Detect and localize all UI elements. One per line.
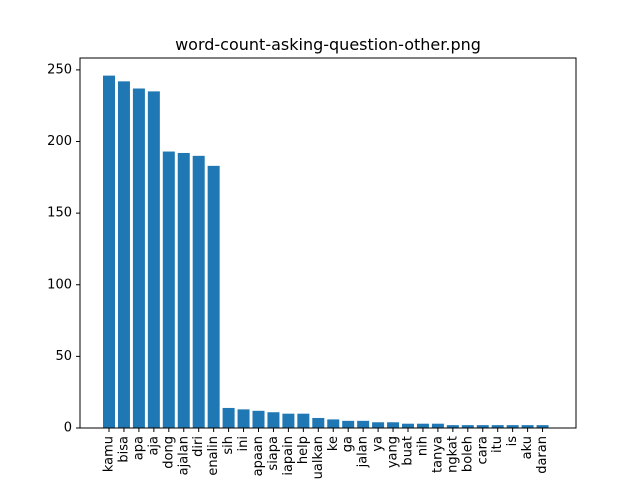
bar-ualkan: [312, 417, 325, 428]
x-tick-label: is: [505, 436, 520, 447]
x-tick-label: enalin: [206, 436, 221, 476]
x-tick-label: itu: [490, 436, 505, 453]
x-tick-label: apaan: [251, 436, 266, 476]
bar-diri: [192, 155, 205, 428]
bar-ajalan: [177, 152, 190, 428]
bar-is: [506, 425, 519, 428]
bar-bisa: [117, 81, 130, 428]
y-tick-label: 100: [47, 277, 72, 292]
bar-help: [297, 413, 310, 428]
bar-boleh: [461, 425, 474, 428]
bars-group: [103, 75, 549, 429]
x-tick-label: jalan: [356, 436, 371, 468]
bar-ga: [342, 420, 355, 428]
bar-dong: [162, 151, 175, 429]
bar-iapain: [282, 413, 295, 428]
y-tick-label: 250: [47, 62, 72, 77]
x-tick-label: aku: [520, 436, 535, 459]
x-tick-label: buat: [401, 436, 416, 466]
x-tick-label: daran: [535, 436, 550, 474]
bar-aja: [147, 91, 160, 428]
bar-tanya: [431, 423, 444, 428]
bar-kamu: [103, 75, 115, 429]
x-tick-label: ngkat: [445, 436, 460, 473]
plot-frame: [79, 57, 577, 429]
x-tick-label: ya: [371, 436, 386, 452]
x-tick-label: yang: [386, 436, 401, 468]
bar-yang: [387, 422, 400, 428]
bar-nih: [416, 423, 429, 428]
bar-ngkat: [446, 425, 459, 428]
bar-cara: [476, 425, 489, 428]
x-tick-label: ini: [236, 436, 251, 451]
x-tick-label: tanya: [430, 436, 445, 473]
bar-siapa: [267, 412, 280, 428]
bar-ini: [237, 409, 250, 428]
bar-enalin: [207, 165, 220, 429]
y-tick-label: 0: [64, 421, 72, 436]
y-tick-label: 50: [55, 349, 72, 364]
x-tick-label: nih: [415, 436, 430, 456]
bar-sih: [222, 407, 235, 428]
bar-apa: [132, 88, 145, 428]
x-axis: kamu bisa apa aja dong ajalan diri enalin sih ini…: [102, 428, 550, 479]
bar-daran: [536, 425, 549, 428]
x-tick-label: iapain: [281, 436, 296, 476]
bar-itu: [491, 425, 504, 428]
x-tick-label: ga: [341, 436, 356, 452]
chart-title: word-count-asking-question-other.png: [175, 35, 481, 54]
x-tick-label: ke: [326, 436, 341, 451]
x-tick-label: bisa: [116, 436, 131, 463]
x-tick-label: kamu: [102, 436, 117, 472]
x-tick-label: cara: [475, 436, 490, 464]
x-tick-label: aja: [146, 436, 161, 456]
bar-ya: [372, 422, 385, 428]
y-tick-label: 200: [47, 134, 72, 149]
x-tick-label: apa: [131, 436, 146, 460]
x-tick-label: siapa: [266, 436, 281, 471]
y-axis: 0 50 100 150 200 250: [47, 62, 80, 436]
bar-aku: [521, 425, 534, 428]
x-tick-label: help: [296, 436, 311, 464]
x-tick-label: dong: [161, 436, 176, 469]
bar-jalan: [357, 420, 370, 428]
x-tick-label: boleh: [460, 436, 475, 472]
y-tick-label: 150: [47, 206, 72, 221]
bar-apaan: [252, 410, 265, 428]
x-tick-label: ajalan: [176, 436, 191, 475]
x-tick-label: sih: [221, 436, 236, 455]
x-tick-label: diri: [191, 436, 206, 457]
bar-buat: [402, 423, 414, 428]
bar-ke: [327, 419, 340, 428]
x-tick-label: ualkan: [311, 436, 326, 479]
